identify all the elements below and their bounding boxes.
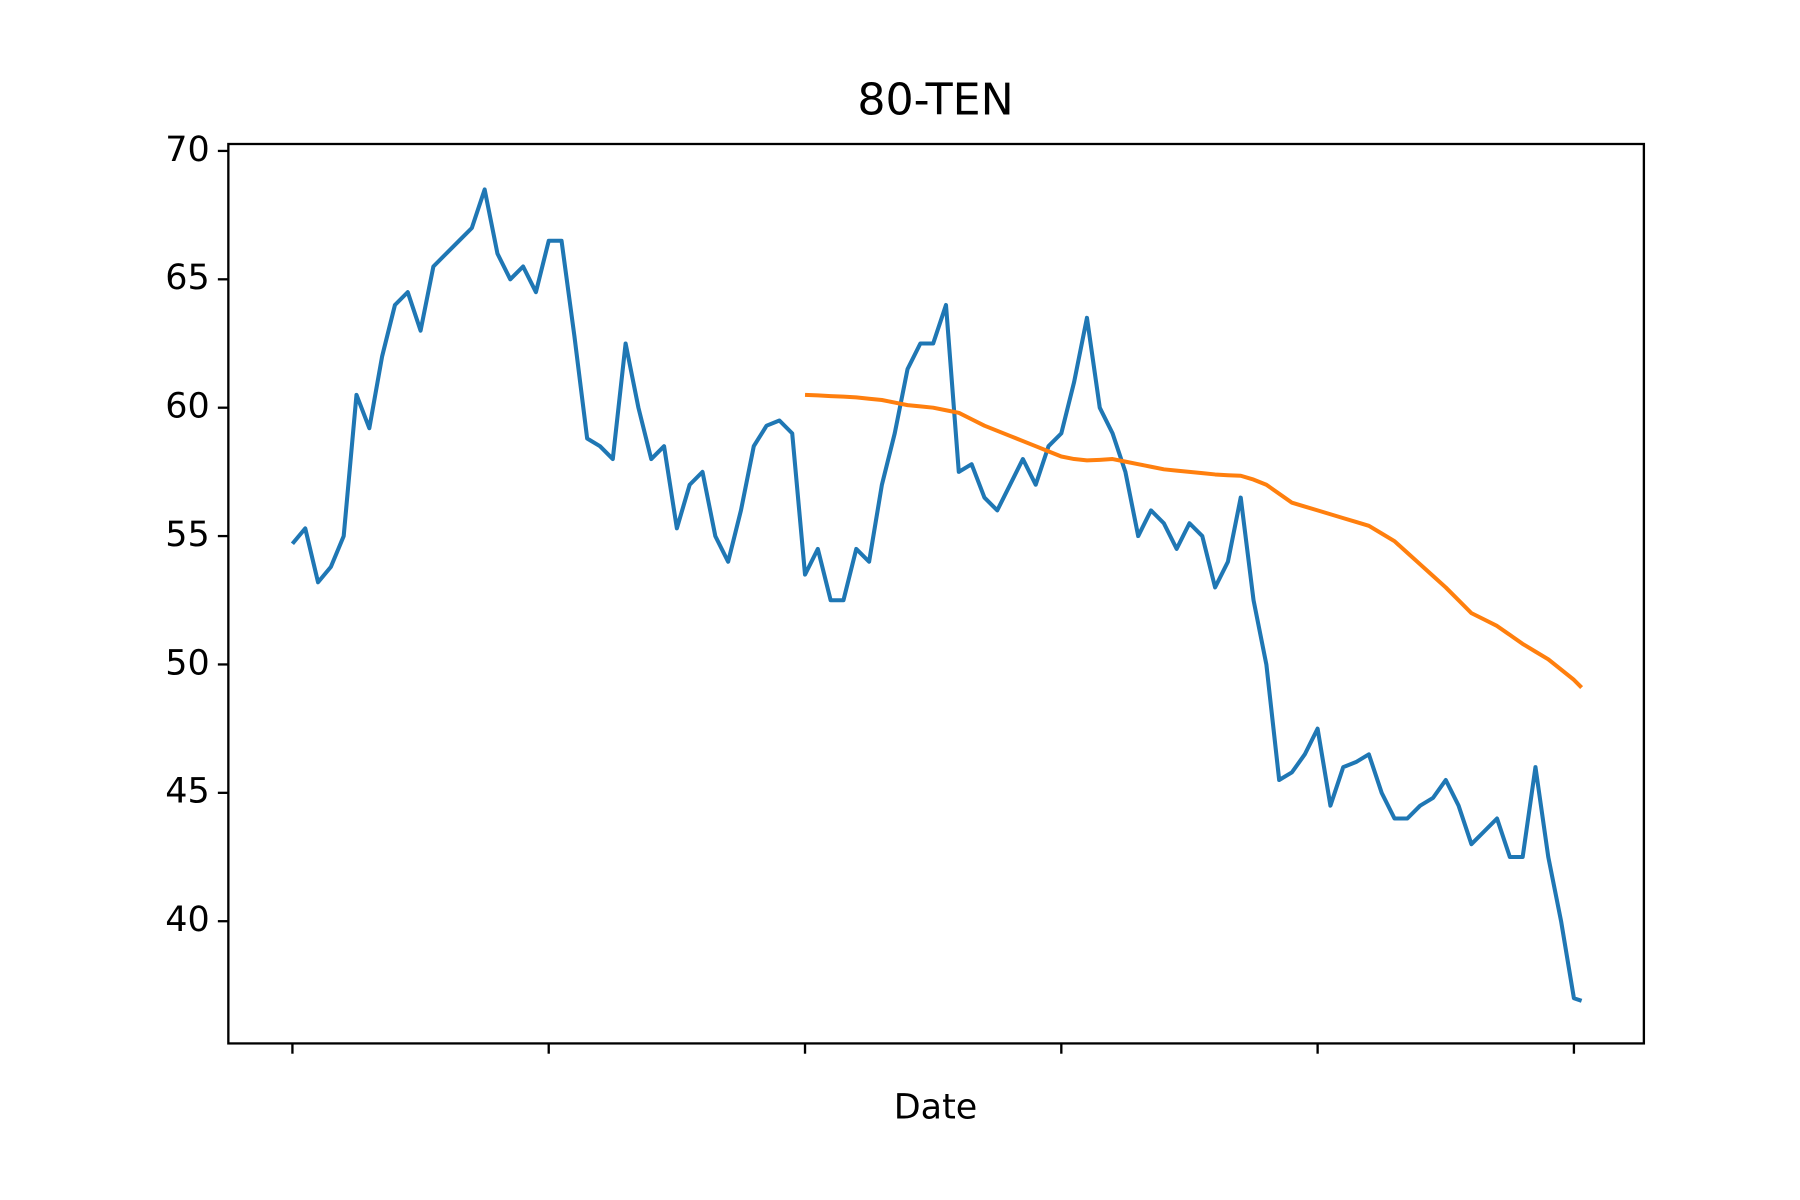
y-tick-label: 60 <box>165 387 209 427</box>
series-line <box>804 392 1584 689</box>
series-line <box>290 187 1583 1003</box>
y-tick-label: 45 <box>165 772 209 812</box>
y-tick-label: 65 <box>165 259 209 299</box>
y-tick-label: 55 <box>165 515 209 555</box>
chart-title: 80-TEN <box>857 75 1013 126</box>
y-tick-label: 40 <box>165 900 209 940</box>
plot-frame <box>227 142 1646 1045</box>
x-axis-label: Date <box>894 1088 978 1128</box>
y-tick-label: 70 <box>165 130 209 170</box>
y-tick-label: 50 <box>165 644 209 684</box>
